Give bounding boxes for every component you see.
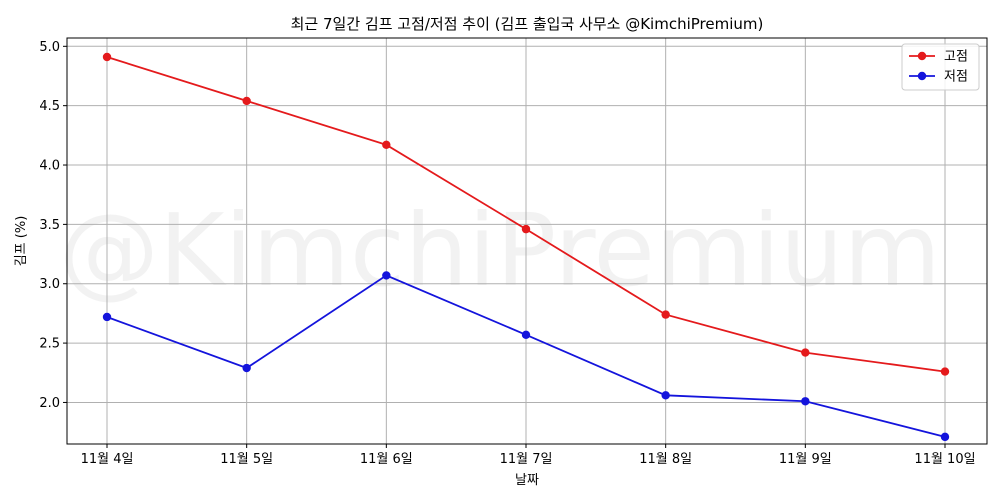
y-tick-label: 3.0 [39, 277, 60, 292]
series-2-point [521, 330, 531, 339]
grid-layer [67, 38, 987, 444]
watermark-text: @KimchiPremium [59, 192, 941, 309]
series-2-point [661, 391, 670, 400]
legend-label: 저점 [944, 70, 968, 85]
legend-label: 고점 [944, 50, 968, 65]
series-1-point [661, 310, 670, 319]
plot-frame [66, 37, 988, 445]
y-tick-label: 5.0 [39, 40, 60, 55]
series-1-point [940, 367, 950, 376]
tick-layer: 11월 4일 11월 5일 11월 6일 11월 7일 11월 8일 11월 9일 11월 … [39, 40, 975, 467]
chart-title: 최근 7일간 김프 고점/저점 추이 (김프 출입국 사무소 @KimchiPr… [291, 15, 764, 33]
series-2-point [382, 271, 391, 280]
legend-swatch-marker [917, 51, 927, 61]
series-layer [102, 52, 950, 442]
y-tick-label: 3.5 [39, 218, 60, 233]
x-tick-label: 11월 9일 [779, 452, 832, 467]
series-2-point [940, 432, 950, 442]
series-1-point [102, 52, 112, 62]
y-tick-label: 2.5 [39, 337, 60, 352]
x-tick-label: 11월 10일 [914, 452, 975, 467]
x-axis-label: 날짜 [515, 473, 539, 488]
series-2-point [801, 397, 810, 406]
series-1-point [521, 224, 531, 234]
x-tick-label: 11월 6일 [360, 452, 413, 467]
legend-swatch-marker [917, 71, 927, 81]
x-tick-label: 11월 8일 [639, 452, 692, 467]
y-tick-label: 2.0 [39, 396, 60, 411]
y-tick-label: 4.0 [39, 159, 60, 174]
series-1-point [242, 96, 251, 106]
series-2-point [242, 363, 251, 373]
series-2-point [102, 312, 112, 322]
series-1-point [801, 348, 810, 357]
y-tick-label: 4.5 [39, 99, 60, 114]
watermark-layer: @KimchiPremium [59, 192, 941, 309]
x-tick-label: 11월 7일 [500, 452, 553, 467]
x-tick-label: 11월 5일 [220, 452, 273, 467]
x-tick-label: 11월 4일 [81, 452, 134, 467]
series-1-point [382, 140, 391, 150]
y-axis-label: 김프 (%) [14, 216, 29, 267]
